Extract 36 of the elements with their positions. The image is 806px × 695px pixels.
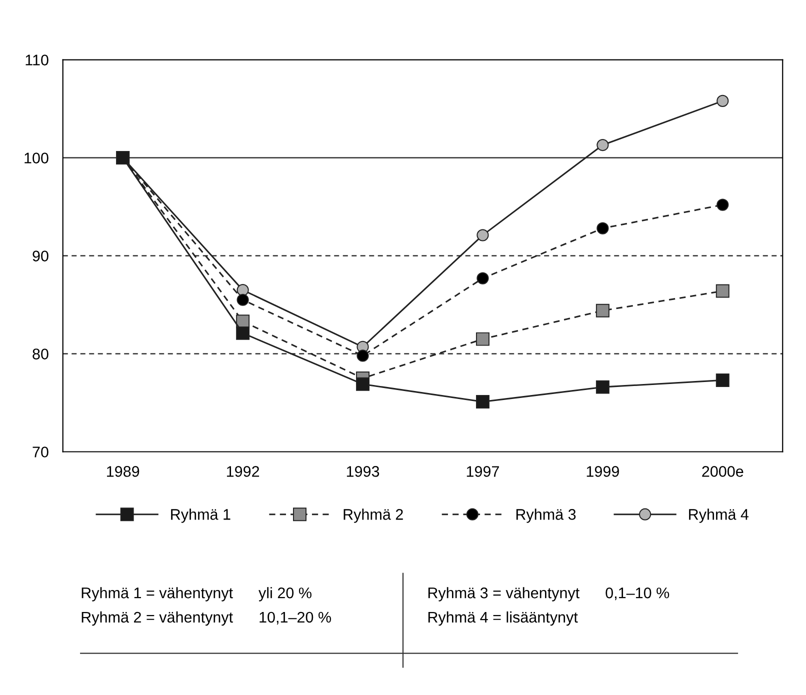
point xyxy=(596,138,609,152)
point xyxy=(236,294,249,306)
point xyxy=(356,350,369,362)
x-tick-label: 1999 xyxy=(586,466,619,477)
text: Ryhmä 4 = lisääntynyt xyxy=(428,611,578,626)
y-tick-label: 90 xyxy=(32,250,48,262)
x-tick-label: 1989 xyxy=(107,466,140,477)
point xyxy=(236,284,249,296)
legend-label: Ryhmä 4 xyxy=(689,508,749,523)
text: Ryhmä 1 = vähentynyt yli 20 % xyxy=(82,587,312,602)
point xyxy=(596,380,610,394)
y-tick-label: 100 xyxy=(24,152,48,164)
legend-label: Ryhmä 1 xyxy=(171,508,230,523)
point xyxy=(476,229,489,242)
legend-label: Ryhmä 2 xyxy=(344,508,403,523)
x-tick-label: 2000e xyxy=(702,466,744,477)
text: Ryhmä 3 = vähentynyt 0,1–10 % xyxy=(428,587,670,602)
x-tick-label: 1993 xyxy=(346,466,380,477)
point xyxy=(476,272,489,284)
y-tick-label: 110 xyxy=(26,54,48,66)
point xyxy=(476,332,490,346)
point xyxy=(596,222,609,234)
point xyxy=(356,377,370,391)
point xyxy=(716,94,729,107)
point xyxy=(476,395,490,409)
point xyxy=(716,373,730,387)
text: Ryhmä 2 = vähentynyt 10,1–20 % xyxy=(82,611,332,626)
point xyxy=(236,326,250,340)
x-tick-label: 1992 xyxy=(226,466,260,477)
x-tick-label: 1997 xyxy=(466,466,499,477)
y-tick-label: 80 xyxy=(32,348,48,360)
point xyxy=(716,284,730,298)
y-tick-label: 70 xyxy=(32,446,48,458)
point xyxy=(596,304,610,318)
point xyxy=(716,198,729,211)
legend-label: Ryhmä 3 xyxy=(516,508,576,523)
